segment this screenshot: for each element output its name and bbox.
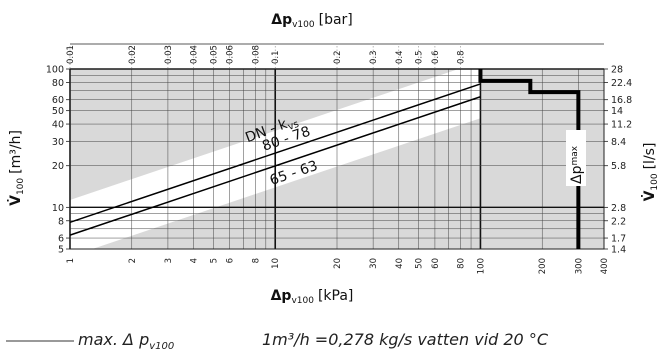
series-line-1 (69, 96, 481, 236)
x-tick-label-top: 0.2 (333, 50, 343, 64)
max-pressure-line (478, 69, 581, 249)
x-tick-label-bottom: 300 (574, 258, 584, 274)
x-tick-label-bottom: 40 (395, 258, 405, 269)
footer-note: 1m³/h =0,278 kg/s vatten vid 20 °C (262, 330, 549, 349)
y-tick-label-left: 5 (58, 245, 64, 256)
x-tick-label-bottom: 200 (538, 258, 548, 274)
y-tick-label-left: 50 (52, 106, 64, 117)
y-tick-label-left: 20 (52, 161, 64, 172)
x-tick-label-top: 0.1 (271, 50, 281, 64)
y-tick-label-right: 8.4 (611, 137, 626, 148)
y-tick-label-left: 100 (46, 65, 64, 76)
x-tick-label-bottom: 2 (128, 258, 138, 263)
y-tick-label-right: 28 (611, 65, 623, 76)
grid (69, 68, 605, 250)
x-tick-label-bottom: 4 (190, 258, 200, 263)
x-tick-label-top: 0.01 (66, 45, 76, 64)
x-tick-label-bottom: 8 (251, 258, 261, 263)
right-axis-title: V̇100[l/s] (641, 143, 660, 202)
x-tick-label-bottom: 50 (415, 258, 425, 269)
x-tick-label-bottom: 3 (164, 258, 174, 263)
x-tick-label-top: 0.06 (226, 45, 236, 64)
x-tick-label-bottom: 5 (209, 258, 219, 263)
y-tick-label-right: 1.7 (611, 234, 626, 245)
y-tick-label-left: 60 (52, 95, 64, 106)
y-tick-label-right: 14 (611, 106, 623, 117)
x-tick-label-top: 0.5 (415, 50, 425, 64)
y-tick-label-left: 80 (52, 78, 64, 89)
x-tick-label-bottom: 6 (226, 258, 236, 263)
x-tick-label-top: 0.03 (164, 45, 174, 64)
y-tick-label-left: 8 (58, 216, 64, 227)
y-tick-label-left: 30 (52, 137, 64, 148)
legend-text: max. Δ pv100 (78, 330, 174, 352)
y-tick-label-right: 2.2 (611, 216, 626, 227)
x-tick-label-top: 0.04 (190, 45, 200, 64)
x-tick-label-bottom: 1 (66, 258, 76, 263)
x-tick-label-top: 0.6 (431, 50, 441, 64)
max-line-label: Δpmax (569, 145, 585, 184)
plot-frame (69, 68, 605, 250)
top-axis-title: Δpv100 [bar] (271, 12, 353, 30)
y-tick-label-left: 40 (52, 120, 64, 131)
y-tick-label-left: 10 (52, 203, 64, 214)
y-tick-label-left: 6 (58, 234, 64, 245)
x-tick-label-bottom: 10 (271, 258, 281, 269)
x-tick-label-top: 0.8 (457, 50, 467, 64)
y-tick-label-right: 16.8 (611, 95, 632, 106)
y-tick-label-right: 2.8 (611, 203, 626, 214)
x-tick-label-top: 0.05 (209, 45, 219, 64)
x-tick-label-top: 0.3 (369, 50, 379, 64)
max-label-box (566, 130, 586, 186)
series-layer (69, 69, 581, 249)
x-tick-label-bottom: 80 (457, 258, 467, 269)
x-tick-label-top: 0.08 (251, 45, 261, 64)
x-tick-label-top: 0.4 (395, 50, 405, 64)
left-axis-title: V̇100[m³/h] (7, 130, 26, 206)
y-tick-label-right: 5.8 (611, 161, 626, 172)
y-tick-label-right: 11.2 (611, 120, 632, 131)
x-tick-label-top: 0.02 (128, 45, 138, 64)
series-line-0 (69, 83, 481, 223)
y-tick-label-right: 1.4 (611, 245, 626, 256)
x-tick-label-bottom: 20 (333, 258, 343, 269)
bottom-axis-title: Δpv100 [kPa] (271, 288, 354, 306)
x-tick-label-bottom: 30 (369, 258, 379, 269)
x-tick-label-bottom: 60 (431, 258, 441, 269)
x-tick-label-bottom: 400 (600, 258, 610, 274)
x-tick-label-bottom: 100 (476, 258, 486, 274)
y-tick-label-right: 22.4 (611, 78, 632, 89)
